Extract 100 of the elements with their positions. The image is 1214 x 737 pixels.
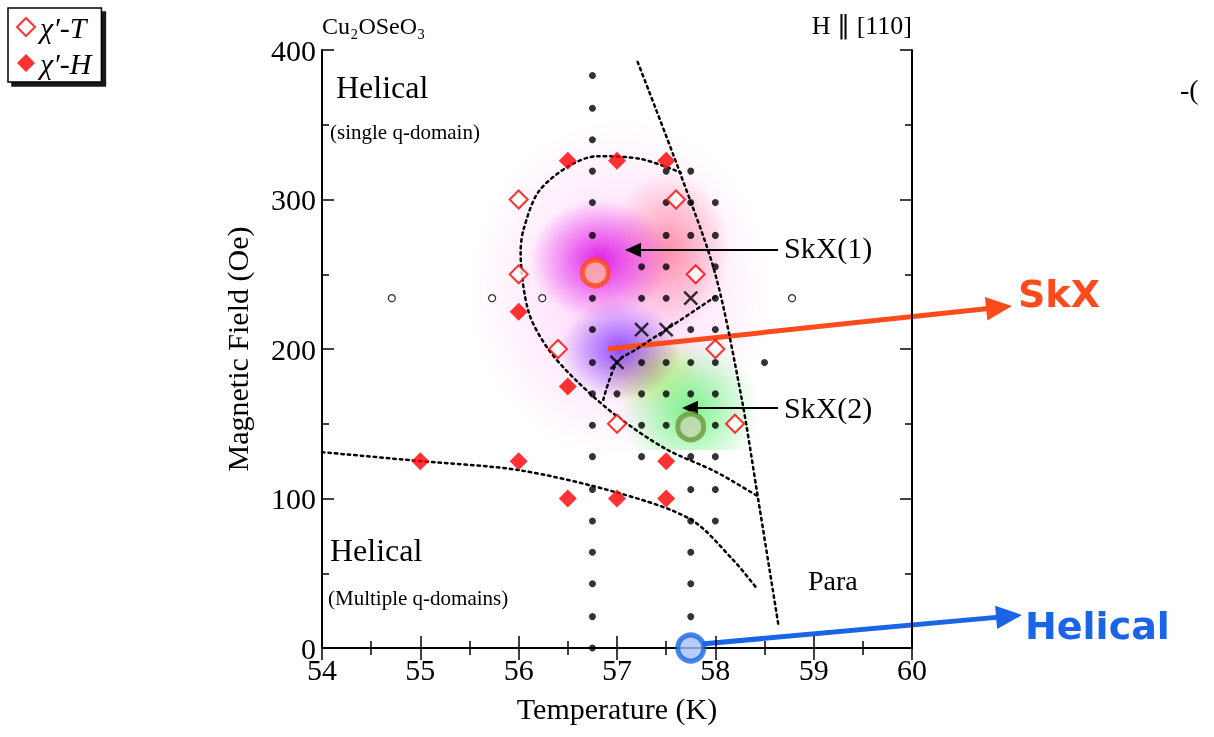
y-tick-label: 300 [271, 183, 316, 216]
text: -( [1180, 73, 1199, 105]
point [662, 263, 670, 271]
y-tick-label: 100 [271, 482, 316, 515]
y-tick-label: 400 [271, 33, 316, 67]
point [711, 198, 719, 206]
point [588, 421, 596, 429]
point [588, 644, 596, 652]
point [607, 413, 627, 434]
legend-label: χ′-T [37, 10, 89, 44]
point [509, 452, 528, 471]
point [687, 390, 695, 398]
y-tick-label: 200 [271, 332, 316, 366]
x-tick-label: 60 [897, 652, 927, 686]
point [662, 390, 670, 398]
point [662, 294, 670, 302]
text: H ∥ [110] [811, 10, 913, 40]
point [588, 198, 596, 206]
point [588, 548, 596, 556]
legend-label: χ′-H [37, 46, 94, 80]
y-axis-title: Magnetic Field (Oe) [220, 226, 255, 472]
point [558, 489, 577, 508]
point [588, 390, 596, 398]
point [609, 354, 625, 371]
x-tick-label: 59 [798, 652, 829, 686]
point [638, 421, 646, 429]
point [687, 167, 695, 175]
point [658, 321, 674, 338]
point [711, 326, 719, 334]
point [657, 452, 676, 471]
point [662, 358, 670, 366]
point [638, 453, 646, 461]
point [687, 231, 695, 239]
point [657, 489, 676, 508]
point [711, 517, 719, 525]
point [638, 358, 646, 366]
x-tick-label: 56 [503, 652, 534, 686]
point [579, 257, 611, 289]
point [711, 263, 719, 271]
point [711, 421, 719, 429]
point [638, 390, 646, 398]
point [487, 294, 497, 303]
x-tick-label: 58 [700, 652, 731, 686]
text: SkX [1018, 272, 1100, 317]
point [662, 231, 670, 239]
point [687, 580, 695, 588]
point [638, 263, 646, 271]
point [662, 421, 670, 429]
text: Cu₂OSeO₃ [322, 12, 426, 39]
point [387, 294, 396, 303]
point [588, 294, 596, 302]
point [711, 231, 719, 239]
point [509, 302, 528, 321]
point [687, 453, 695, 461]
point [685, 264, 706, 285]
point [508, 264, 529, 285]
point [538, 294, 547, 303]
point [588, 71, 596, 79]
point [588, 104, 596, 112]
annotation: Para [808, 564, 859, 596]
x-tick-label: 55 [405, 652, 436, 686]
x-axis-title: Temperature (K) [516, 691, 718, 726]
point [761, 358, 768, 366]
point [588, 167, 596, 175]
point [588, 358, 596, 366]
point [687, 198, 695, 206]
annotation: Helical [336, 68, 429, 105]
point [687, 358, 695, 366]
text: Helical [1025, 604, 1170, 649]
point [633, 321, 650, 338]
x-tick-label: 57 [602, 652, 632, 686]
point [588, 231, 596, 239]
point [588, 613, 596, 621]
point [687, 326, 695, 334]
point [666, 189, 686, 210]
point [687, 517, 695, 525]
point [588, 136, 596, 144]
point [687, 548, 695, 556]
point [558, 151, 577, 170]
point [608, 489, 626, 508]
point [657, 151, 676, 170]
point [711, 294, 719, 302]
point [638, 294, 646, 302]
point [725, 413, 745, 434]
point [588, 517, 596, 525]
annotation: Helical [330, 531, 423, 568]
annotation: SkX(1) [784, 230, 873, 265]
point [687, 613, 695, 621]
point [558, 377, 577, 396]
point [787, 294, 797, 303]
point [608, 151, 626, 170]
annotation: SkX(2) [784, 390, 873, 425]
point [588, 486, 596, 494]
point [711, 390, 719, 398]
point [588, 580, 596, 588]
point [588, 453, 596, 461]
point [683, 290, 699, 306]
point [411, 452, 430, 471]
annotation: (Multiple q-domains) [328, 585, 509, 610]
point [588, 326, 596, 334]
